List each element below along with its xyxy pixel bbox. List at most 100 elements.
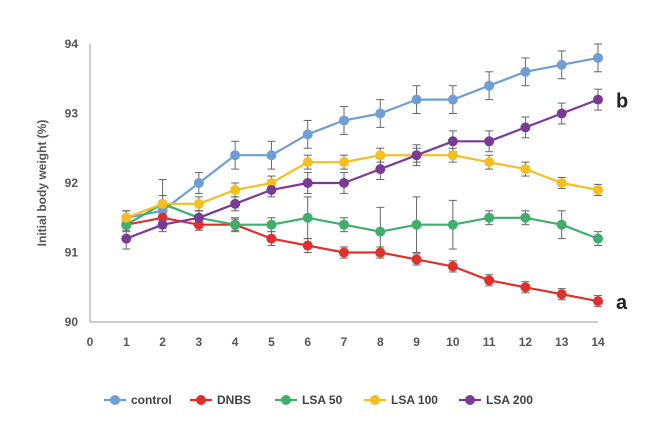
point-lsa-200 bbox=[520, 122, 531, 133]
annotation-a: a bbox=[616, 292, 628, 314]
point-lsa-200 bbox=[447, 136, 458, 147]
point-dnbs bbox=[375, 247, 386, 258]
x-tick-label: 14 bbox=[591, 335, 605, 349]
point-lsa-100 bbox=[193, 198, 204, 209]
point-lsa-200 bbox=[230, 198, 241, 209]
point-lsa-50 bbox=[484, 212, 495, 223]
x-tick-label: 6 bbox=[304, 335, 311, 349]
point-lsa-200 bbox=[193, 212, 204, 223]
point-lsa-50 bbox=[121, 219, 132, 230]
point-control bbox=[484, 80, 495, 91]
x-tick-label: 2 bbox=[159, 335, 166, 349]
series-line-dnbs bbox=[126, 216, 599, 303]
point-lsa-100 bbox=[339, 157, 349, 168]
point-control bbox=[447, 94, 458, 105]
point-control bbox=[266, 150, 277, 161]
point-lsa-100 bbox=[121, 212, 132, 223]
legend: control DNBS LSA 50 LSA 100 LSA 200 bbox=[104, 393, 533, 407]
point-lsa-50 bbox=[520, 212, 531, 223]
point-lsa-200 bbox=[556, 108, 567, 119]
point-lsa-100 bbox=[447, 150, 458, 161]
x-tick-label: 1 bbox=[123, 335, 130, 349]
point-dnbs bbox=[193, 219, 204, 230]
point-lsa-50 bbox=[556, 219, 567, 230]
point-control bbox=[556, 59, 567, 70]
point-control bbox=[230, 150, 241, 161]
point-control bbox=[193, 178, 204, 188]
x-tick-label: 8 bbox=[377, 335, 384, 349]
legend-item-control: control bbox=[104, 393, 172, 407]
y-tick-labels: 90 91 92 93 94 bbox=[65, 37, 79, 329]
x-tick-label: 3 bbox=[196, 335, 203, 349]
point-dnbs bbox=[411, 254, 422, 265]
point-lsa-100 bbox=[593, 184, 603, 195]
legend-swatch-marker bbox=[281, 395, 291, 405]
point-lsa-50 bbox=[411, 219, 422, 230]
point-dnbs bbox=[339, 247, 349, 258]
x-tick-label: 11 bbox=[483, 335, 496, 349]
point-lsa-200 bbox=[484, 136, 495, 147]
legend-item-lsa-200: LSA 200 bbox=[459, 393, 533, 407]
x-tick-label: 12 bbox=[519, 335, 533, 349]
point-dnbs bbox=[593, 296, 603, 307]
point-dnbs bbox=[266, 233, 277, 244]
point-lsa-200 bbox=[157, 219, 168, 230]
point-lsa-50 bbox=[266, 219, 277, 230]
point-control bbox=[157, 205, 168, 216]
series-line-lsa-100 bbox=[125, 154, 599, 219]
point-lsa-100 bbox=[484, 157, 495, 168]
legend-item-lsa-50: LSA 50 bbox=[275, 393, 343, 407]
point-dnbs bbox=[520, 282, 531, 293]
x-tick-labels: 0 1 2 3 4 5 6 7 8 9 10 11 12 13 14 bbox=[87, 335, 605, 349]
legend-swatch-marker bbox=[110, 395, 120, 405]
y-tick-label: 94 bbox=[65, 37, 79, 51]
legend-swatch-marker bbox=[370, 395, 380, 405]
point-lsa-100 bbox=[157, 198, 168, 209]
point-lsa-100 bbox=[520, 164, 531, 175]
point-lsa-100 bbox=[230, 184, 241, 195]
point-lsa-50 bbox=[339, 219, 349, 230]
x-tick-label: 10 bbox=[446, 335, 460, 349]
point-lsa-200 bbox=[339, 178, 349, 188]
point-control bbox=[375, 108, 386, 119]
y-axis-label: Initial body weight (%) bbox=[35, 120, 49, 247]
point-lsa-50 bbox=[447, 219, 458, 230]
point-dnbs bbox=[302, 240, 313, 251]
point-lsa-100 bbox=[266, 178, 277, 188]
legend-swatch-marker bbox=[465, 395, 475, 405]
legend-label: LSA 50 bbox=[302, 393, 343, 407]
lines-layer bbox=[125, 56, 599, 303]
point-control bbox=[339, 115, 349, 126]
point-lsa-100 bbox=[556, 178, 567, 188]
legend-swatch-marker bbox=[196, 395, 206, 405]
point-lsa-50 bbox=[593, 233, 603, 244]
point-lsa-100 bbox=[375, 150, 386, 161]
point-control bbox=[411, 94, 422, 105]
y-tick-label: 91 bbox=[65, 246, 79, 260]
point-lsa-200 bbox=[375, 164, 386, 175]
point-dnbs bbox=[447, 261, 458, 272]
point-dnbs bbox=[157, 212, 168, 223]
series-line-control bbox=[126, 56, 599, 219]
legend-label: LSA 100 bbox=[391, 393, 438, 407]
legend-label: control bbox=[131, 393, 172, 407]
annotations: ba bbox=[616, 91, 628, 315]
y-tick-label: 93 bbox=[65, 107, 79, 121]
x-tick-label: 5 bbox=[268, 335, 275, 349]
x-tick-label: 4 bbox=[232, 335, 239, 349]
x-tick-label: 7 bbox=[341, 335, 348, 349]
point-control bbox=[520, 66, 531, 77]
point-lsa-200 bbox=[593, 94, 603, 105]
point-lsa-50 bbox=[302, 212, 313, 223]
annotation-b: b bbox=[616, 91, 628, 113]
point-lsa-50 bbox=[375, 226, 386, 237]
point-dnbs bbox=[484, 275, 495, 286]
y-tick-label: 90 bbox=[65, 315, 79, 329]
x-tick-label: 13 bbox=[555, 335, 569, 349]
y-tick-label: 92 bbox=[65, 176, 79, 190]
point-lsa-200 bbox=[302, 178, 313, 188]
point-control bbox=[593, 52, 603, 63]
legend-label: DNBS bbox=[217, 393, 251, 407]
point-control bbox=[302, 129, 313, 140]
legend-item-lsa-100: LSA 100 bbox=[364, 393, 438, 407]
